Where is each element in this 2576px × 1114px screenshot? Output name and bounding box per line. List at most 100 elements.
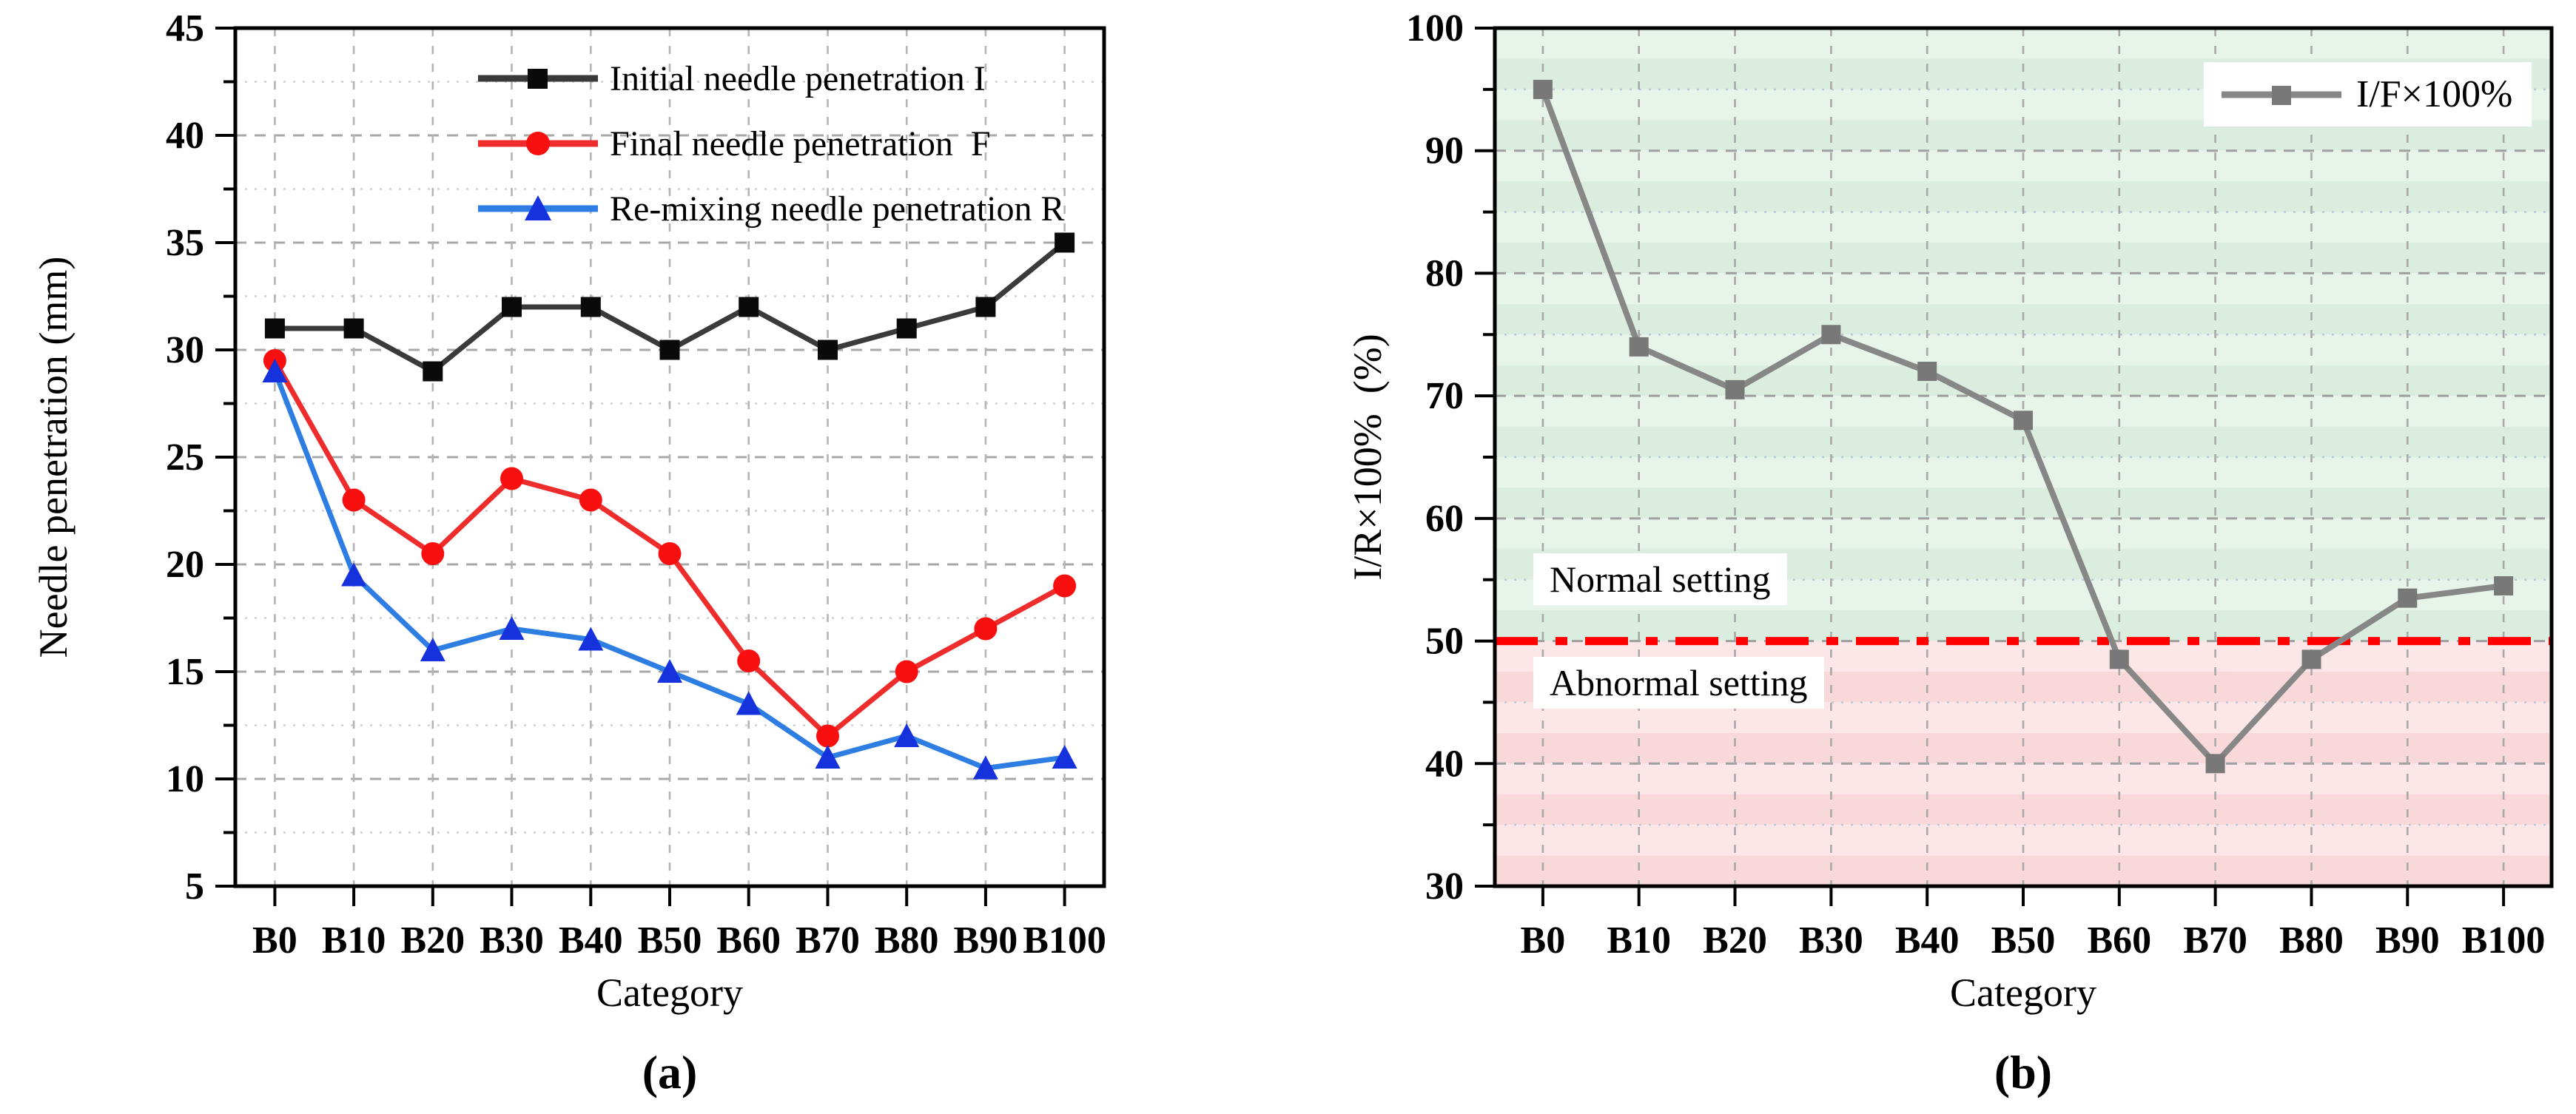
- axis-ticks: [215, 27, 1066, 906]
- data-point-B60: [2109, 649, 2129, 669]
- data-point-B80: [2301, 649, 2321, 669]
- x-tick-label: B90: [2375, 919, 2440, 962]
- x-tick-label: B70: [2183, 919, 2247, 962]
- legend-b: I/F×100%: [2204, 62, 2532, 126]
- data-point-B40: [578, 627, 604, 651]
- y-tick-label: 40: [1425, 743, 1464, 785]
- axis-ticks: [1475, 27, 2506, 906]
- data-point-B40: [580, 297, 601, 317]
- legend-marker-square: [2222, 85, 2341, 105]
- x-tick-label: B0: [1521, 919, 1566, 962]
- legend-marker-square: [478, 69, 598, 89]
- data-point-B30: [500, 467, 523, 490]
- x-tick-label: B80: [875, 919, 939, 962]
- data-point-B10: [342, 488, 366, 512]
- normal-setting-label: Normal setting: [1533, 553, 1787, 605]
- legend-label: Initial needle penetration I: [610, 58, 986, 98]
- x-axis-title-a: Category: [596, 970, 743, 1015]
- gridlines: [1495, 28, 2552, 886]
- data-point-B70: [818, 340, 838, 360]
- x-tick-label: B80: [2279, 919, 2344, 962]
- y-tick-label: 40: [166, 115, 204, 157]
- data-point-B80: [896, 318, 917, 339]
- data-point-B80: [895, 660, 918, 683]
- data-point-B30: [499, 616, 525, 640]
- data-point-B20: [420, 638, 445, 661]
- data-point-B20: [423, 361, 443, 382]
- y-axis-title-a: Needle penetration (mm): [31, 256, 75, 658]
- x-tick-label: B0: [252, 919, 297, 962]
- tick-labels: 5 10 15 20 25 30 35 40 45 B0 B10 B20 B30 B40 B50 B60 B70…: [166, 7, 1106, 962]
- data-point-B50: [658, 542, 682, 565]
- data-point-B0: [1533, 79, 1553, 99]
- data-point-B90: [972, 755, 998, 780]
- y-tick-label: 25: [166, 436, 204, 479]
- x-tick-label: B30: [1799, 919, 1863, 962]
- data-point-B70: [815, 745, 841, 769]
- series-initial-needle-penetration-i: [264, 232, 1075, 382]
- data-point-B90: [975, 297, 996, 317]
- data-point-B30: [1821, 325, 1841, 345]
- legend-item-initial: Initial needle penetration I: [475, 46, 1064, 111]
- caption-a: (a): [642, 1046, 698, 1098]
- legend-marker-triangle: [478, 195, 598, 220]
- data-point-B70: [816, 724, 839, 748]
- legend-a: Initial needle penetration I Final needl…: [475, 46, 1064, 241]
- legend-item-remixing: Re-mixing needle penetration R: [475, 176, 1064, 241]
- series-final-needle-penetration-f: [263, 349, 1077, 748]
- y-tick-label: 100: [1406, 7, 1464, 50]
- x-tick-label: B20: [400, 919, 465, 962]
- data-point-B20: [1725, 379, 1745, 399]
- data-point-B0: [264, 318, 285, 339]
- x-tick-label: B50: [1991, 919, 2056, 962]
- data-point-B40: [579, 488, 602, 512]
- gridlines: [235, 28, 1104, 886]
- tick-labels: 30 40 50 60 70 80 90 100 B0 B10 B20 B30 B40 B50 B60 B70…: [1406, 7, 2545, 962]
- x-tick-label: B70: [796, 919, 860, 962]
- y-tick-label: 80: [1425, 252, 1464, 294]
- data-point-B10: [341, 562, 367, 587]
- caption-b: (b): [1994, 1046, 2053, 1098]
- data-point-B60: [739, 297, 759, 317]
- series-re-mixing-needle-penetration-r: [262, 359, 1077, 780]
- y-tick-label: 30: [1425, 865, 1464, 908]
- data-point-B90: [974, 617, 998, 641]
- y-tick-label: 20: [166, 544, 204, 586]
- data-point-B100: [1055, 232, 1075, 253]
- data-point-B60: [736, 691, 761, 715]
- x-tick-label: B20: [1703, 919, 1767, 962]
- y-tick-label: 70: [1425, 375, 1464, 417]
- x-tick-label: B30: [480, 919, 544, 962]
- legend-label: Final needle penetration F: [610, 124, 991, 163]
- data-point-B40: [1917, 362, 1937, 381]
- data-point-B50: [657, 659, 682, 683]
- abnormal-setting-label: Abnormal setting: [1533, 657, 1824, 709]
- y-tick-label: 10: [166, 758, 204, 800]
- legend-item-if100: I/F×100%: [2219, 72, 2512, 116]
- data-point-B100: [2494, 576, 2514, 595]
- data-point-B50: [659, 340, 680, 360]
- data-point-B70: [2205, 754, 2225, 774]
- y-tick-label: 50: [1425, 621, 1464, 663]
- data-point-B100: [1052, 745, 1077, 769]
- y-tick-label: 35: [166, 222, 204, 264]
- x-tick-label: B10: [1607, 919, 1671, 962]
- x-tick-label: B40: [1895, 919, 1960, 962]
- legend-marker-circle: [478, 132, 598, 155]
- legend-label: Re-mixing needle penetration R: [610, 189, 1065, 229]
- x-tick-label: B50: [638, 919, 702, 962]
- y-tick-label: 15: [166, 651, 204, 693]
- y-tick-label: 90: [1425, 130, 1464, 172]
- series-i-f-100: [1533, 79, 2514, 774]
- x-tick-label: B60: [716, 919, 781, 962]
- data-point-B30: [502, 297, 522, 317]
- data-point-B60: [737, 649, 761, 672]
- data-point-B80: [894, 723, 920, 747]
- legend-item-final: Final needle penetration F: [475, 111, 1064, 176]
- x-tick-label: B100: [2462, 919, 2546, 962]
- y-tick-label: 45: [166, 7, 204, 50]
- data-point-B90: [2398, 588, 2418, 608]
- data-point-B50: [2014, 411, 2033, 431]
